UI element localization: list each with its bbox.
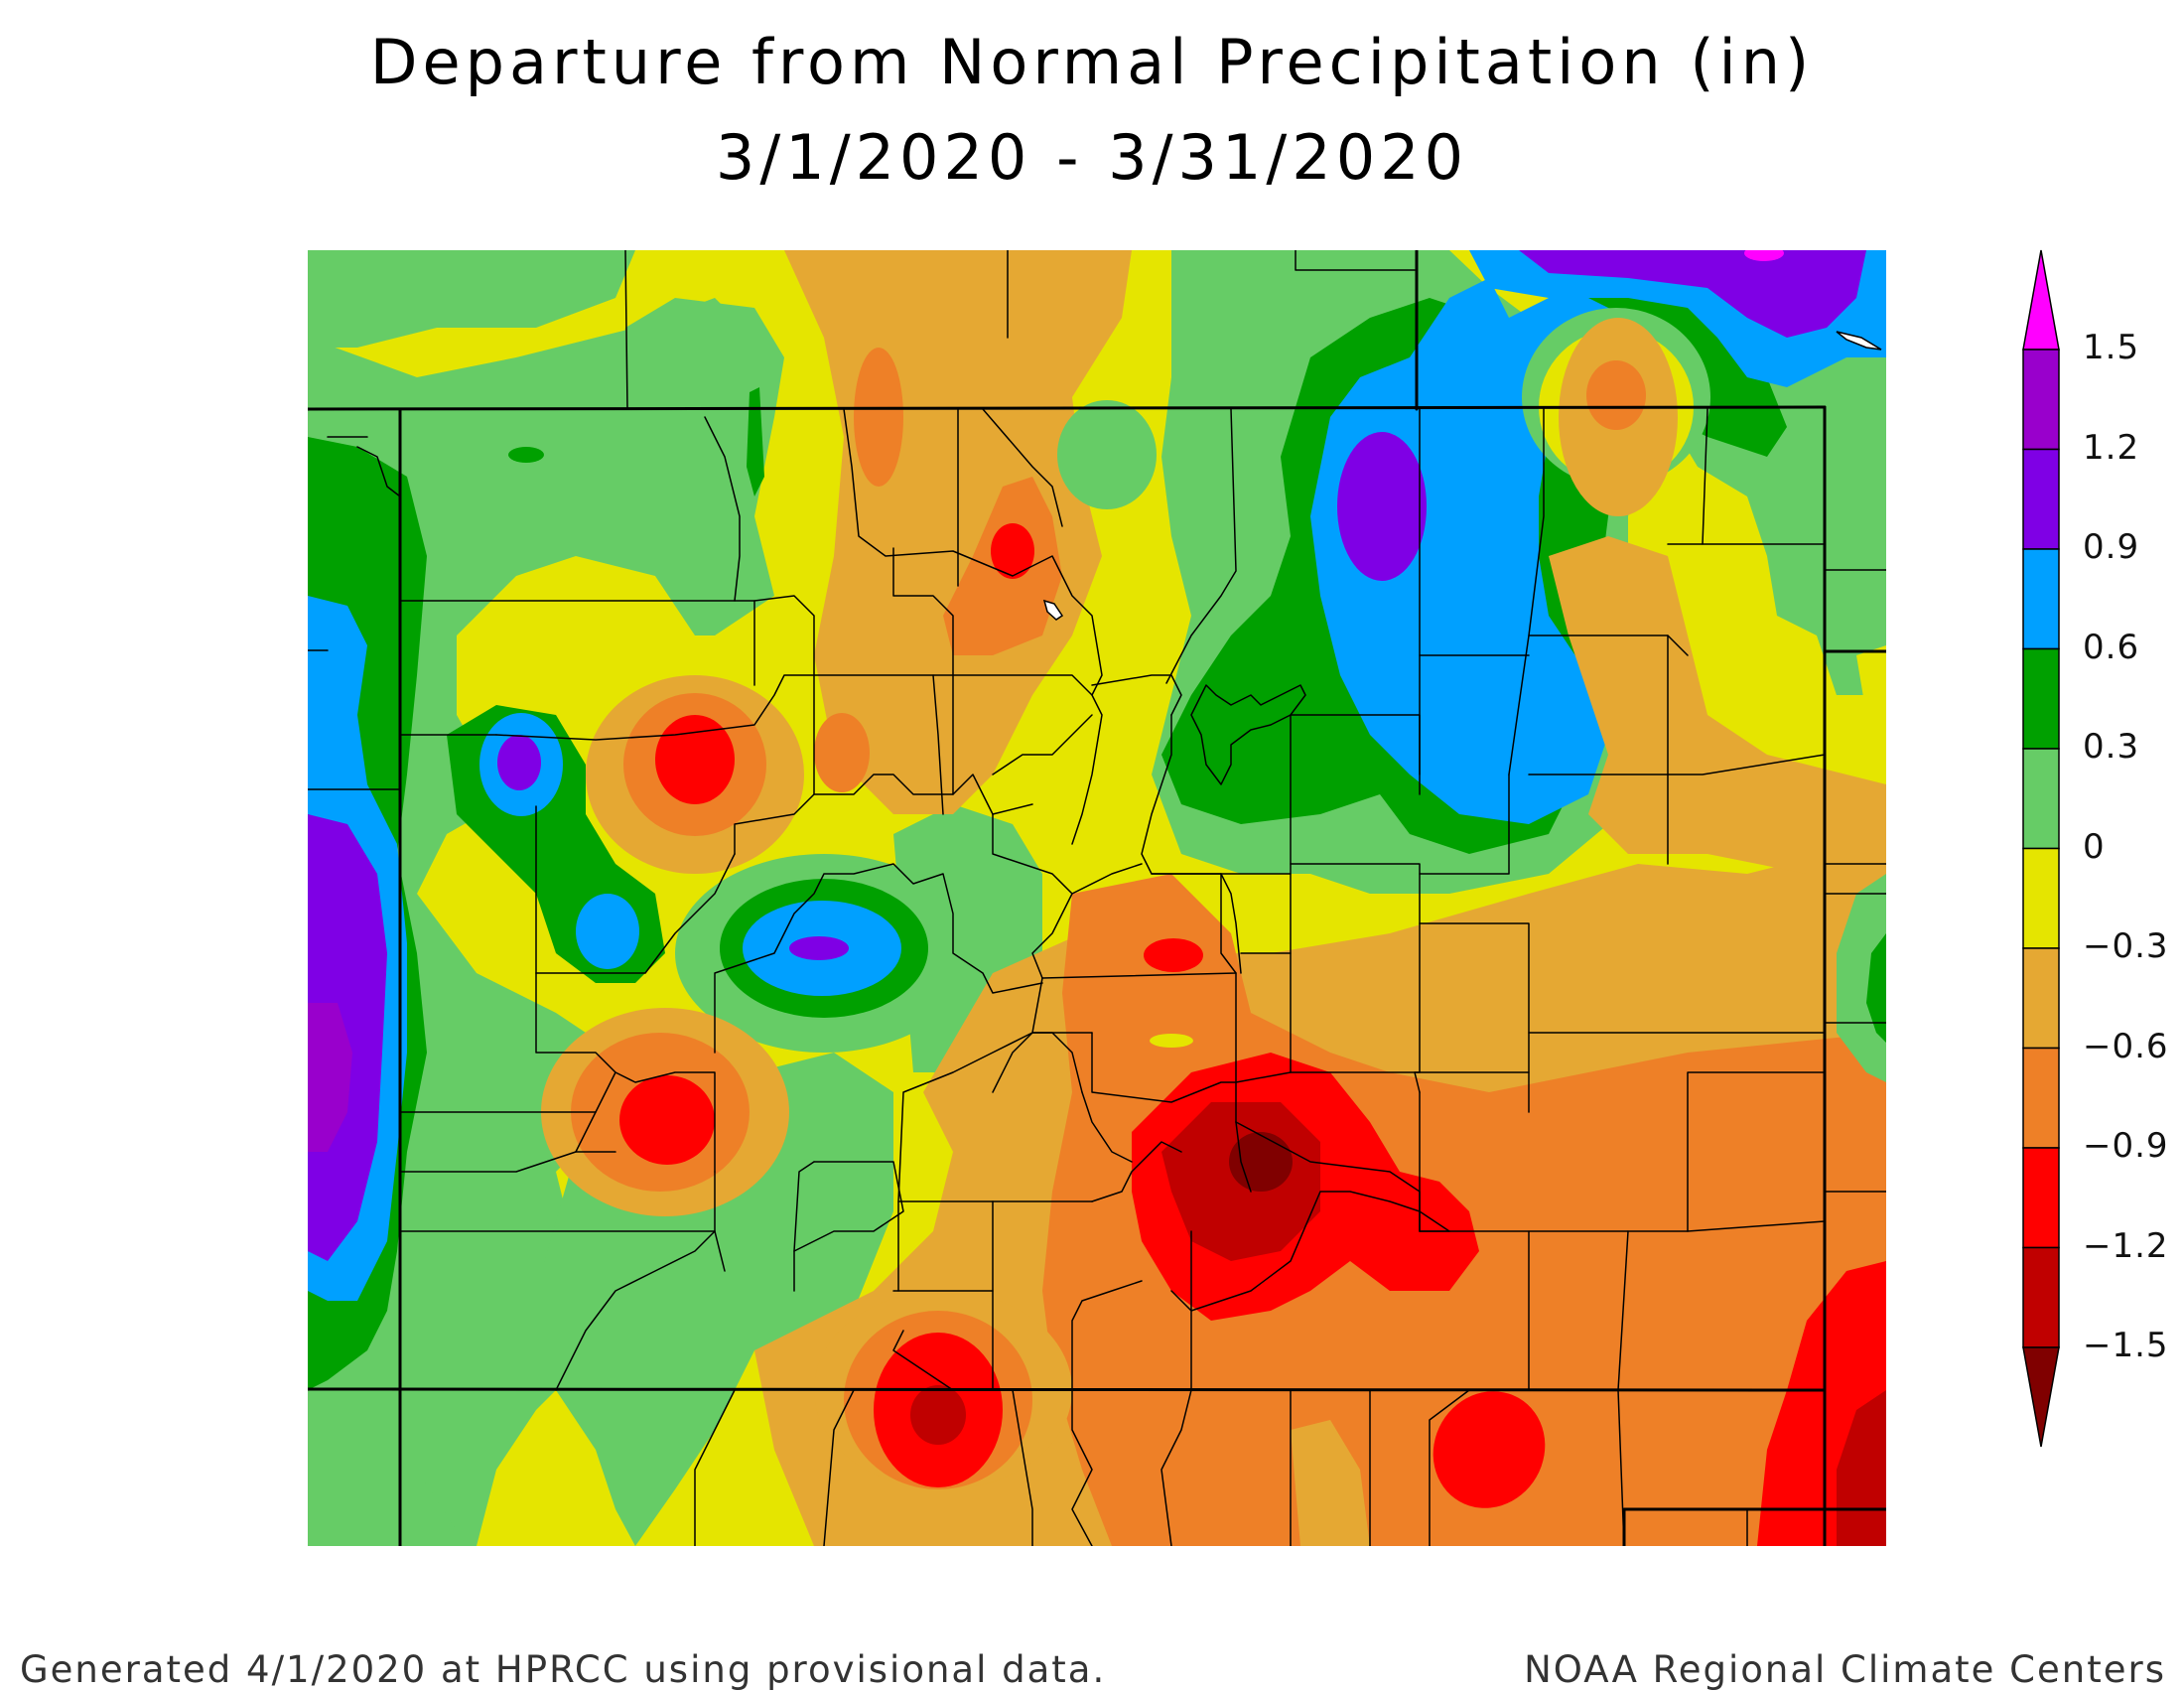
legend-color-cell: [2022, 1246, 2060, 1348]
legend-tick-label: −0.6: [2083, 1026, 2169, 1066]
contour-east-yellow: [1856, 645, 1886, 715]
contour-east-lightgreen: [1837, 874, 1886, 1082]
source-credit: NOAA Regional Climate Centers: [1524, 1648, 2166, 1691]
contour-north-green-sliver: [747, 387, 764, 496]
contour-central-purple-spot: [789, 936, 849, 960]
contour-ne-orange-spot: [1586, 360, 1646, 430]
map-title: Departure from Normal Precipitation (in): [369, 26, 1815, 98]
contour-south-darkred-spot: [910, 1385, 966, 1445]
contour-ne-corner-purple: [1519, 250, 1866, 338]
legend-tick-label: 1.5: [2083, 328, 2140, 367]
lake-glyph: [1042, 599, 1064, 621]
state-border-north: [308, 405, 1827, 411]
contour-nw-purple-spot: [497, 735, 541, 790]
contour-northwest-lightgreen-edge: [308, 250, 635, 348]
contour-central-maroon-spot: [1229, 1132, 1293, 1192]
contour-sw-yellow: [477, 1390, 635, 1546]
map-date-range: 3/1/2020 - 3/31/2020: [715, 121, 1469, 194]
legend-color-cell: [2022, 947, 2060, 1050]
contour-southeast-red-spot: [1433, 1391, 1546, 1508]
legend-tick-label: 0.9: [2083, 527, 2140, 567]
legend-color-cell: [2022, 847, 2060, 949]
legend-tick-label: 0: [2083, 826, 2106, 867]
contour-west-violet: [308, 1003, 352, 1152]
legend-color-cell: [2022, 1047, 2060, 1149]
legend-tick-label: −0.3: [2083, 926, 2169, 966]
state-border-south: [308, 1387, 1827, 1392]
boundary-lines: [308, 250, 1886, 1546]
legend-color-cell: [2022, 548, 2060, 650]
contour-north-lightgreen: [1057, 400, 1157, 509]
legend-under-range-arrow: [2022, 1346, 2060, 1448]
contour-ne-corner-magenta: [1744, 250, 1784, 261]
contour-west-blue-spot: [576, 894, 639, 969]
legend-colorbar: [2022, 249, 2060, 1448]
contour-ne-tan-lobe: [1549, 536, 1886, 874]
legend-tick-label: 0.3: [2083, 727, 2140, 767]
contour-north-orange-small: [814, 713, 870, 792]
contour-central-yellow-small: [1150, 1034, 1193, 1048]
contour-west-red-spot: [619, 1075, 715, 1165]
legend-color-cell: [2022, 349, 2060, 451]
reservoir-outline: [1190, 684, 1306, 785]
contour-north-lightgreen-top: [615, 298, 784, 467]
lake-glyph: [1836, 331, 1882, 351]
contour-sw-lightgreen: [308, 1390, 467, 1546]
legend-color-cell: [2022, 647, 2060, 750]
legend-tick-label: 1.2: [2083, 427, 2140, 468]
legend-color-cell: [2022, 748, 2060, 850]
legend-tick-label: 0.6: [2083, 627, 2140, 667]
contour-ne-purple-spot: [1337, 432, 1427, 581]
legend-over-range-arrow: [2022, 249, 2060, 351]
contour-north-red-spot: [991, 523, 1034, 579]
legend-tick-label: −1.5: [2083, 1326, 2169, 1365]
contour-north-orange-spot1: [854, 348, 903, 487]
contour-field: [308, 250, 1886, 1546]
contour-nw-green-spot: [508, 447, 544, 463]
legend-tick-label: −0.9: [2083, 1126, 2169, 1166]
contour-east-green: [1866, 933, 1886, 1043]
legend-color-cell: [2022, 1147, 2060, 1249]
contour-central-red-small: [1144, 938, 1203, 972]
contour-nw-red-spot: [655, 715, 735, 804]
contour-se-corner-darkred: [1837, 1390, 1886, 1546]
legend-color-cell: [2022, 448, 2060, 550]
generation-note: Generated 4/1/2020 at HPRCC using provis…: [20, 1648, 1107, 1691]
contour-south-tan-strip: [1291, 1420, 1370, 1546]
legend-tick-label: −1.2: [2083, 1225, 2169, 1266]
